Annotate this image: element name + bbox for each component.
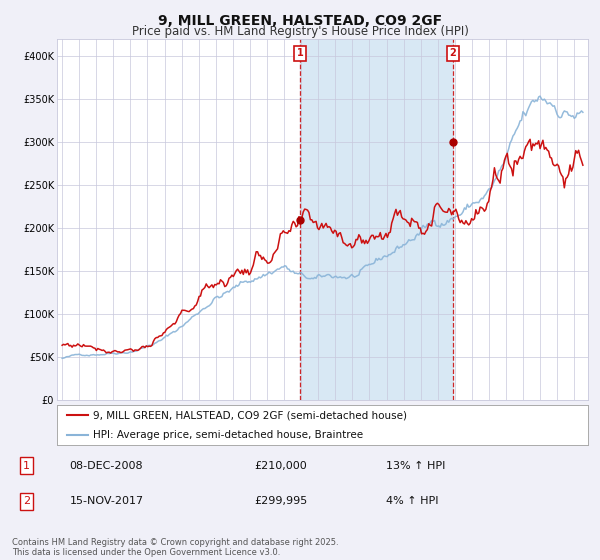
Text: 1: 1 <box>23 460 30 470</box>
Text: £210,000: £210,000 <box>254 460 307 470</box>
Text: £299,995: £299,995 <box>254 496 307 506</box>
Bar <box>300 39 453 400</box>
Text: Contains HM Land Registry data © Crown copyright and database right 2025.
This d: Contains HM Land Registry data © Crown c… <box>12 538 338 557</box>
Text: 1: 1 <box>296 48 304 58</box>
Text: 08-DEC-2008: 08-DEC-2008 <box>70 460 143 470</box>
Text: Price paid vs. HM Land Registry's House Price Index (HPI): Price paid vs. HM Land Registry's House … <box>131 25 469 38</box>
Text: 9, MILL GREEN, HALSTEAD, CO9 2GF: 9, MILL GREEN, HALSTEAD, CO9 2GF <box>158 14 442 28</box>
Text: 2: 2 <box>449 48 456 58</box>
Text: 2: 2 <box>23 496 30 506</box>
Text: 9, MILL GREEN, HALSTEAD, CO9 2GF (semi-detached house): 9, MILL GREEN, HALSTEAD, CO9 2GF (semi-d… <box>93 410 407 421</box>
Text: 15-NOV-2017: 15-NOV-2017 <box>70 496 144 506</box>
Text: 13% ↑ HPI: 13% ↑ HPI <box>386 460 446 470</box>
Text: HPI: Average price, semi-detached house, Braintree: HPI: Average price, semi-detached house,… <box>93 430 363 440</box>
Text: 4% ↑ HPI: 4% ↑ HPI <box>386 496 439 506</box>
